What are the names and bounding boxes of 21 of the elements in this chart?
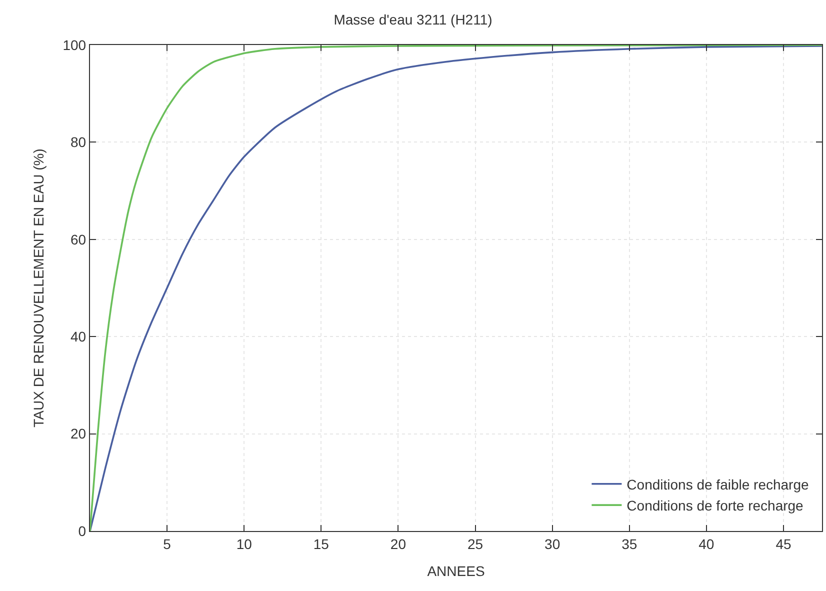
x-tick-label: 25 (467, 536, 484, 552)
y-tick-label: 60 (70, 231, 86, 248)
x-tick-label: 15 (313, 536, 330, 552)
x-tick-label: 40 (698, 536, 714, 552)
x-tick-label: 30 (544, 536, 560, 552)
x-tick-label: 35 (622, 536, 638, 552)
x-tick-label: 10 (236, 536, 252, 552)
y-tick-label: 100 (62, 36, 86, 53)
chart-title: Masse d'eau 3211 (H211) (334, 12, 492, 28)
line-series (90, 45, 822, 531)
legend-label: Conditions de forte recharge (626, 498, 804, 514)
x-tick-label: 20 (390, 536, 406, 552)
y-tick-label: 80 (70, 134, 86, 150)
x-axis-title: ANNEES (427, 563, 485, 580)
x-tick-label: 45 (776, 536, 792, 552)
y-tick-label: 20 (70, 426, 86, 442)
x-tick-label: 5 (163, 536, 172, 552)
y-tick-label: 0 (78, 522, 86, 539)
y-tick-label: 40 (70, 328, 86, 344)
y-axis-title: TAUX DE RENOUVELLEMENT EN EAU (%) (30, 148, 46, 428)
legend-label: Conditions de faible recharge (626, 476, 810, 492)
